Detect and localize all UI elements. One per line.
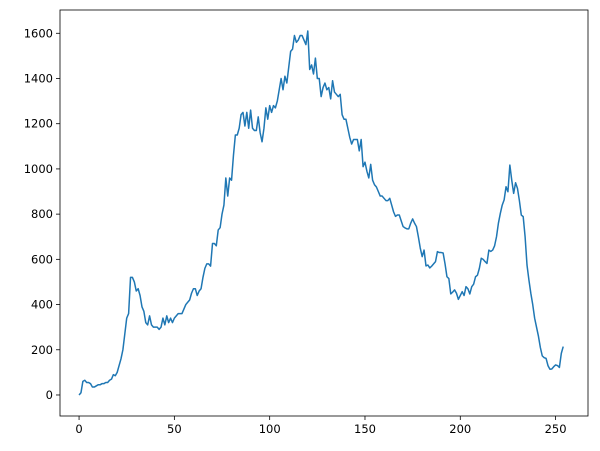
plot-area: [60, 10, 588, 416]
x-tick-label: 50: [167, 422, 182, 436]
plot-frame: [59, 9, 589, 417]
y-tick-label: 400: [31, 298, 53, 312]
axis-ticks: 0 50 100 150 200 250 0 200 400 600 800 1000 1200 1400…: [24, 26, 567, 436]
x-tick-label: 100: [259, 422, 281, 436]
y-tick-label: 1200: [24, 117, 53, 131]
x-tick-label: 150: [354, 422, 376, 436]
y-tick-label: 200: [31, 343, 53, 357]
y-tick-label: 1400: [24, 71, 53, 85]
y-tick-label: 800: [31, 207, 53, 221]
series-line: [78, 30, 564, 396]
x-tick-label: 200: [449, 422, 471, 436]
x-tick-label: 0: [75, 422, 82, 436]
y-tick-label: 0: [46, 388, 53, 402]
y-tick-label: 600: [31, 252, 53, 266]
x-tick-label: 250: [545, 422, 567, 436]
y-tick-label: 1000: [24, 162, 53, 176]
y-tick-label: 1600: [24, 26, 53, 40]
